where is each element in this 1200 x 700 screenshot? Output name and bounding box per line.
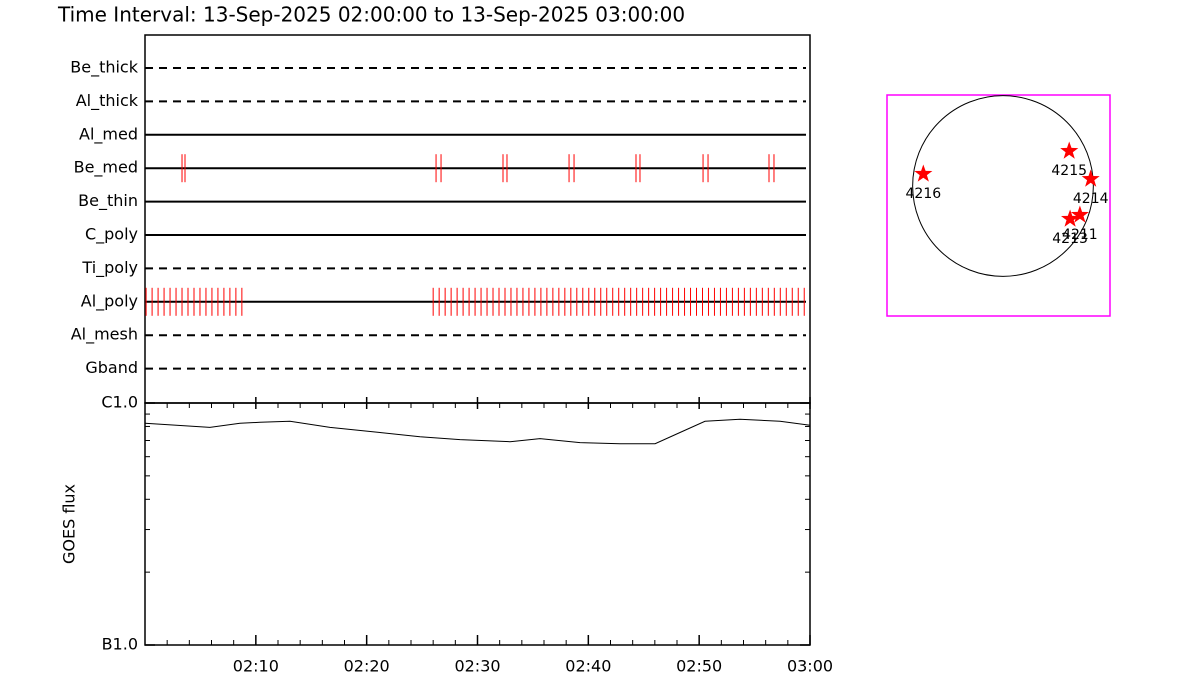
region-label: 4214 [1073, 191, 1109, 207]
goes-flux-line [144, 418, 811, 445]
title: Time Interval: 13-Sep-2025 02:00:00 to 1… [57, 3, 685, 27]
x-tick-label: 02:10 [233, 657, 279, 676]
x-tick-label: 02:40 [565, 657, 611, 676]
filter-label: Be_med [74, 158, 138, 178]
region-label: 4211 [1062, 227, 1098, 243]
filter-label: Be_thick [70, 58, 138, 78]
y-tick-label: B1.0 [102, 635, 138, 654]
filter-label: Al_thick [76, 91, 139, 111]
region-marker [1060, 141, 1079, 159]
region-marker [1070, 205, 1089, 223]
filter-label: Al_mesh [71, 325, 138, 345]
region-label: 4213 [1052, 231, 1088, 247]
filter-label: Al_poly [81, 291, 138, 311]
x-tick-label: 02:30 [454, 657, 500, 676]
region-marker [914, 164, 933, 182]
filter-label: Ti_poly [81, 258, 138, 278]
solar-disk [912, 95, 1094, 277]
filter-label: C_poly [85, 225, 138, 245]
region-marker [1081, 169, 1100, 187]
x-tick-label: 02:50 [676, 657, 722, 676]
x-tick-label: 03:00 [787, 657, 833, 676]
filter-label: Al_med [79, 124, 138, 144]
filter-label: Gband [85, 358, 138, 377]
map-box [886, 94, 1111, 317]
region-marker [1061, 209, 1080, 227]
region-label: 4215 [1051, 163, 1087, 179]
filter-label: Be_thin [78, 191, 138, 211]
region-label: 4216 [906, 186, 942, 202]
y-tick-label: C1.0 [101, 393, 138, 412]
y-axis-label: GOES flux [60, 484, 79, 564]
x-tick-label: 02:20 [344, 657, 390, 676]
